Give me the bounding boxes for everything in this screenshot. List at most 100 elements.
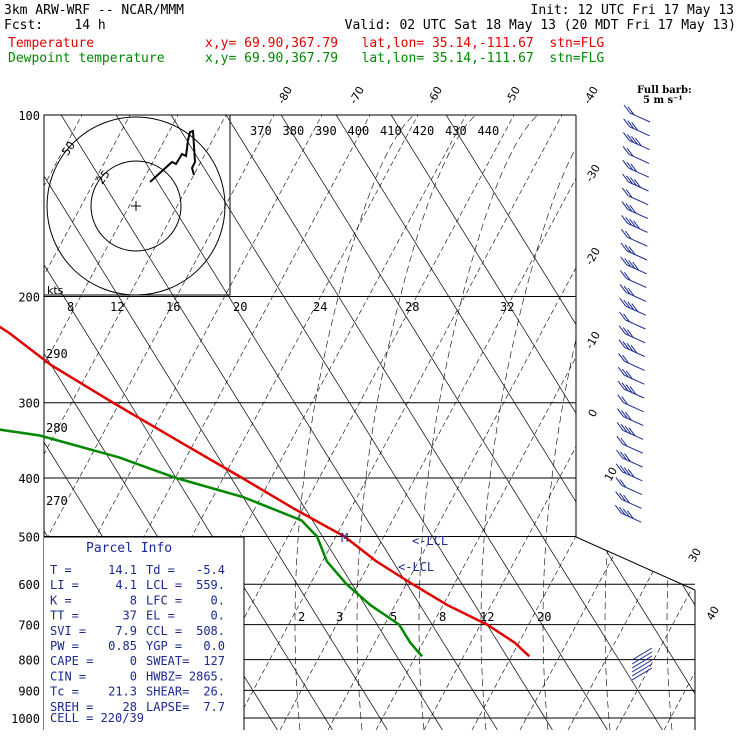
wind-barb	[623, 132, 650, 151]
wind-barb-tick	[624, 272, 631, 281]
wind-barb	[620, 242, 648, 261]
parcel-value: 0.85	[108, 639, 137, 653]
wind-speed-labels: 8 12 16 20 24 28 32	[67, 300, 514, 314]
wind-barb-tick	[621, 201, 629, 210]
wind-barb-tick	[618, 353, 625, 362]
parcel-value: 28	[123, 700, 137, 714]
wind-barb-tick	[616, 435, 624, 445]
wind-barb-tick	[632, 261, 640, 271]
mixing-ratio-label: 12	[480, 610, 494, 624]
wind-barb-tick	[630, 177, 637, 186]
parcel-label: CAPE =	[50, 654, 93, 668]
pressure-tick-label: 300	[18, 397, 40, 411]
wind-barb-tick	[621, 215, 628, 224]
wind-barb-staff	[628, 153, 650, 164]
moist-adiabat-line	[294, 115, 461, 730]
parcel-label: SVI =	[50, 624, 86, 638]
wind-barb-tick	[623, 494, 630, 504]
wind-barb-tick	[634, 179, 641, 188]
moist-adiabat-line	[418, 115, 585, 730]
moist-adiabat-line	[729, 104, 740, 730]
parcel-cell: CELL = 220/39	[50, 711, 144, 725]
dewpoint-line	[0, 428, 423, 658]
pressure-tick-label: 900	[18, 684, 40, 698]
wind-barb-tick	[622, 159, 630, 169]
wind-barb	[615, 491, 642, 509]
wind-barb-tick	[629, 204, 637, 214]
wind-barb-tick	[633, 220, 640, 230]
wind-barb-staff	[627, 222, 648, 233]
theta-e-label: 270	[46, 494, 68, 508]
temperature-location: x,y= 69.90,367.79 lat,lon= 35.14,-111.67…	[205, 36, 605, 51]
isotherm-label: 40	[704, 604, 722, 623]
wind-barb-staff	[622, 457, 643, 468]
wind-barb-tick	[617, 408, 624, 417]
wind-barb	[621, 187, 649, 206]
wind-barb-tick	[624, 453, 631, 462]
parcel-label: LCL =	[146, 578, 182, 592]
wind-barb-staff	[631, 667, 653, 681]
pressure-tick-label: 200	[18, 291, 40, 305]
wind-barb-tick	[616, 449, 623, 459]
wind-barb-tick	[622, 146, 630, 155]
wind-barb-staff	[623, 402, 644, 413]
parcel-value: 14.1	[108, 563, 137, 577]
full-barb-value: 5 m s⁻¹	[643, 95, 683, 106]
dewpoint-location: x,y= 69.90,367.79 lat,lon= 35.14,-111.67…	[205, 51, 605, 66]
parcel-value: 0.	[211, 609, 225, 623]
wind-barb-tick	[626, 161, 634, 171]
wind-barb-tick	[619, 284, 627, 293]
wind-barb-staff	[621, 498, 642, 509]
temperature-line	[0, 325, 531, 658]
wind-barb-staff	[621, 471, 643, 482]
wind-barb-tick	[624, 244, 632, 254]
wind-barb	[619, 284, 647, 302]
wind-barb-tick	[624, 230, 632, 240]
wind-barb	[617, 394, 644, 413]
wind-barb-tick	[615, 491, 622, 500]
parcel-value: 2865.	[189, 669, 225, 683]
parcel-label: LI =	[50, 578, 79, 592]
isotherm-line	[44, 115, 389, 730]
wind-barb-staff	[625, 291, 647, 302]
parcel-value: 0.0	[203, 639, 225, 653]
forecast-hour: Fcst: 14 h	[4, 18, 106, 33]
wind-barb	[616, 422, 644, 440]
wind-barb	[614, 504, 642, 523]
parcel-value: 0	[130, 669, 137, 683]
theta-label: 410	[380, 124, 402, 138]
wind-barb-staff	[631, 647, 653, 661]
wind-barb-tick	[618, 325, 626, 335]
wind-barb-tick	[626, 175, 633, 185]
theta-label: 370	[250, 124, 272, 138]
parcel-value: -5.4	[196, 563, 225, 577]
wind-barb-tick	[621, 368, 629, 378]
theta-label: 420	[413, 124, 435, 138]
parcel-label: TT =	[50, 609, 79, 623]
temperature-label: Temperature	[8, 36, 95, 51]
wind-barb-tick	[615, 477, 623, 486]
isotherm-label: -80	[275, 84, 295, 106]
dry-adiabat-line	[712, 115, 740, 730]
wind-barb-tick	[625, 189, 633, 198]
isotherm-line	[52, 115, 444, 730]
parcel-info-title: Parcel Info	[86, 541, 172, 556]
parcel-label: T =	[50, 563, 72, 577]
hodograph-units: kts	[47, 284, 64, 297]
wind-barb	[617, 366, 645, 385]
wind-barb-tick	[617, 366, 625, 376]
lcl-label: <-LCL	[398, 560, 434, 574]
parcel-info-rows: T = 14.1 Td = -5.4 LI = 4.1 LCL = 559. K = 8 LFC =…	[50, 563, 225, 714]
parcel-label: Tc =	[50, 685, 79, 699]
wind-barb-tick	[625, 203, 633, 212]
isotherm-line	[217, 115, 609, 730]
mixing-ratio-label: 20	[537, 610, 551, 624]
wind-barb-tick	[618, 506, 626, 516]
wind-barb-tick	[621, 396, 629, 405]
parcel-label: SREH =	[50, 700, 93, 714]
wind-speed-label: 32	[500, 300, 514, 314]
wind-barb	[618, 339, 646, 358]
isotherm-label: 0	[586, 407, 601, 420]
pressure-tick-label: 600	[18, 578, 40, 592]
parcel-info-box	[44, 536, 245, 730]
